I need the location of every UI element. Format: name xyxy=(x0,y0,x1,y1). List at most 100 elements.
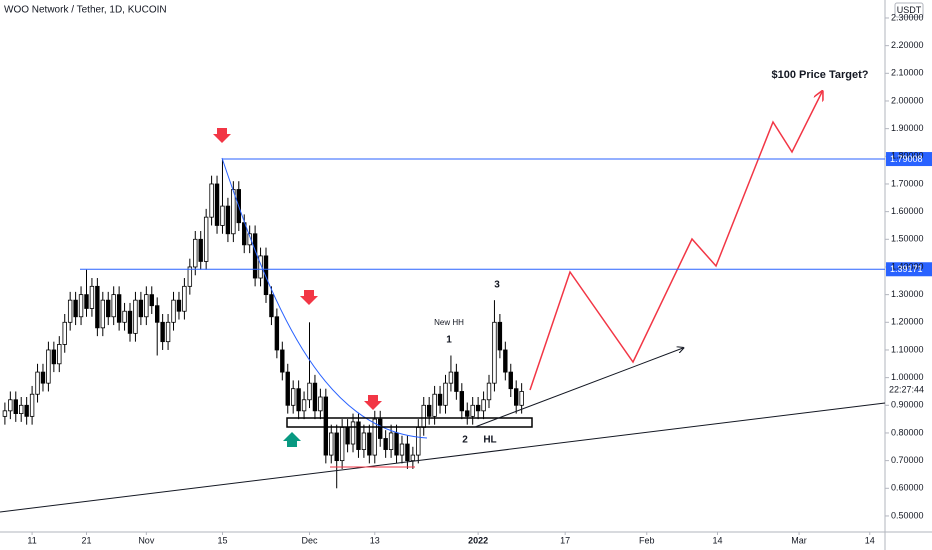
candle-body xyxy=(470,404,475,417)
x-tick-label: Feb xyxy=(639,535,655,545)
y-tick-label: 0.50000 xyxy=(891,510,924,520)
down-arrow xyxy=(213,128,231,143)
candle-body xyxy=(443,382,448,406)
candle-body xyxy=(176,299,182,312)
candle-body xyxy=(323,396,329,456)
y-tick-label: 0.90000 xyxy=(891,400,924,410)
y-tick-label: 1.30000 xyxy=(891,289,924,299)
candle-body xyxy=(67,299,73,323)
support-box xyxy=(286,417,533,428)
candle-body xyxy=(465,410,470,417)
y-tick-label: 2.20000 xyxy=(891,40,924,50)
candle-body xyxy=(481,399,486,412)
candle-body xyxy=(432,393,437,417)
candle-body xyxy=(508,371,513,390)
candle-body xyxy=(421,404,426,428)
y-tick-label: 1.60000 xyxy=(891,206,924,216)
candle-body xyxy=(405,443,410,462)
candle-body xyxy=(410,454,416,462)
candle-body xyxy=(497,321,503,351)
candle-body xyxy=(280,349,285,373)
y-tick-label: 1.50000 xyxy=(891,234,924,244)
candle-body xyxy=(73,299,78,318)
candle-body xyxy=(127,310,133,334)
candle-body xyxy=(252,233,258,279)
candle-body xyxy=(394,432,399,456)
level-tag xyxy=(886,152,932,167)
y-tick-label: 2.30000 xyxy=(891,12,924,22)
candle-body xyxy=(448,371,454,384)
candle-body xyxy=(301,399,307,412)
candle-body xyxy=(514,388,519,406)
y-tick-label: 1.00000 xyxy=(891,372,924,382)
y-tick-label: 1.80000 xyxy=(891,151,924,161)
chart-title: WOO Network / Tether, 1D, KUCOIN xyxy=(4,5,167,16)
candle-body xyxy=(149,294,154,307)
candle-body xyxy=(29,393,35,417)
candle-body xyxy=(171,299,176,323)
x-tick-label: Dec xyxy=(301,535,318,545)
candle-body xyxy=(263,255,269,296)
down-arrow xyxy=(300,290,318,305)
candle-body xyxy=(361,432,367,450)
candle-body xyxy=(318,396,323,412)
y-tick-label: 0.60000 xyxy=(891,483,924,493)
level-label: 1.39171 xyxy=(890,264,923,274)
candle-body xyxy=(89,285,95,309)
candle-body xyxy=(296,388,301,412)
candle-body xyxy=(329,432,334,456)
y-tick-label: 1.10000 xyxy=(891,344,924,354)
candle-body xyxy=(160,321,165,343)
candle-body xyxy=(100,299,106,329)
candle-body xyxy=(519,391,524,406)
wave-label: 1 xyxy=(446,335,452,346)
candle-body xyxy=(2,410,8,417)
candle-body xyxy=(133,299,138,334)
drawings xyxy=(0,92,886,513)
x-tick-label: 14 xyxy=(712,535,722,545)
y-tick-label: 0.70000 xyxy=(891,455,924,465)
trend-line xyxy=(0,402,886,513)
candle-body xyxy=(182,285,187,312)
candle-body xyxy=(378,418,383,439)
candle-body xyxy=(437,393,443,406)
candle-body xyxy=(247,233,252,246)
x-tick-label: Mar xyxy=(791,535,807,545)
target-text: $100 Price Target? xyxy=(771,69,868,81)
candle-body xyxy=(416,427,421,456)
candle-body xyxy=(372,418,377,456)
candle-body xyxy=(486,382,492,401)
candle-body xyxy=(165,321,171,343)
new-hh: New HH xyxy=(434,318,464,327)
candle-body xyxy=(492,321,497,384)
candle-body xyxy=(19,404,24,414)
candle-body xyxy=(274,316,280,351)
candle-body xyxy=(209,183,214,218)
candle-body xyxy=(475,404,481,412)
candle-body xyxy=(106,299,111,318)
candle-body xyxy=(339,427,345,462)
candle-body xyxy=(24,404,29,417)
x-tick-label: 2022 xyxy=(468,535,488,545)
candle-body xyxy=(503,349,508,373)
currency: USDT xyxy=(897,5,922,15)
candle-body xyxy=(426,404,432,417)
candle-body xyxy=(78,294,84,318)
x-tick-label: 17 xyxy=(560,535,570,545)
y-tick-label: 2.10000 xyxy=(891,68,924,78)
candle-body xyxy=(225,205,231,235)
x-tick-label: Nov xyxy=(138,535,155,545)
countdown: 22:27:44 xyxy=(889,384,924,394)
candle-body xyxy=(312,382,318,412)
candle-body xyxy=(290,388,296,406)
candle-body xyxy=(356,421,361,450)
candle-body xyxy=(35,371,40,395)
hl-label: HL xyxy=(483,435,496,446)
currency-box xyxy=(894,2,924,18)
candle-body xyxy=(187,266,193,287)
candle-body xyxy=(8,399,13,412)
candle-body xyxy=(258,255,263,279)
candle-body xyxy=(144,294,149,318)
